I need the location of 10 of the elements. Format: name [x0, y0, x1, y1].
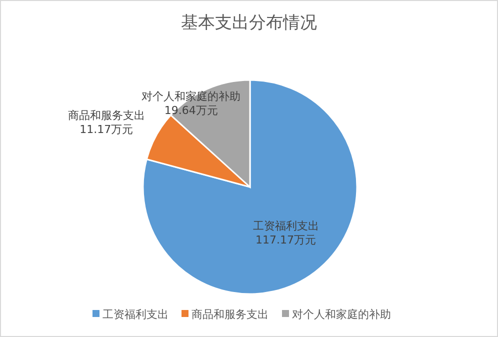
slice-label: 工资福利支出 [252, 220, 319, 233]
pie-slice [142, 79, 358, 295]
slice-label: 对个人和家庭的补助 [142, 90, 241, 103]
chart-title: 基本支出分布情况 [181, 13, 317, 33]
slice-label: 商品和服务支出 [68, 109, 145, 122]
legend-label: 对个人和家庭的补助 [292, 308, 391, 321]
data-label: 11.17万元 [80, 123, 134, 136]
legend-label: 商品和服务支出 [192, 308, 268, 321]
data-label: 117.17万元 [256, 234, 316, 247]
legend-label: 工资福利支出 [102, 308, 168, 321]
